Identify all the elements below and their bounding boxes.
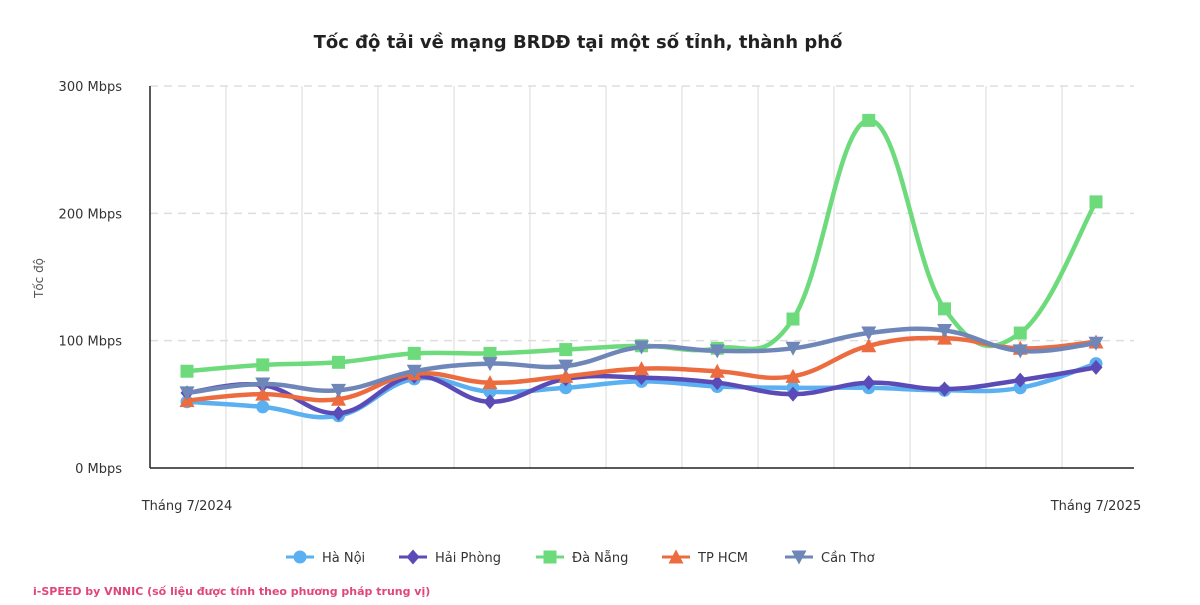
- series-4: [179, 323, 1104, 401]
- source-footnote: i-SPEED by VNNIC (số liệu được tính theo…: [33, 585, 431, 598]
- legend-marker: [293, 550, 307, 564]
- data-point: [1013, 326, 1027, 340]
- legend-marker: [543, 550, 557, 564]
- data-point: [861, 326, 877, 341]
- data-point: [482, 375, 498, 390]
- data-point: [862, 113, 876, 127]
- data-point: [1088, 336, 1104, 351]
- legend-item[interactable]: TP HCM: [662, 549, 748, 567]
- legend-item[interactable]: Hải Phòng: [399, 549, 501, 567]
- grid: [150, 85, 1134, 468]
- data-point: [862, 375, 876, 391]
- data-point: [255, 386, 271, 401]
- data-point: [937, 323, 952, 338]
- legend-label: Cần Thơ: [821, 551, 875, 566]
- data-point: [785, 368, 801, 383]
- data-point: [1013, 372, 1027, 388]
- data-point: [180, 364, 194, 378]
- x-tick-label: Tháng 7/2024: [141, 499, 233, 514]
- legend-marker: [791, 550, 807, 565]
- data-point: [709, 344, 725, 359]
- data-point: [331, 383, 346, 398]
- legend: Hà Nội Hải Phòng Đà Nẵng TP HCM Cần Thơ: [286, 549, 875, 567]
- legend-label: Hà Nội: [322, 551, 365, 566]
- data-point: [331, 391, 346, 406]
- data-point: [255, 377, 271, 392]
- legend-marker: [406, 549, 420, 565]
- data-point: [1089, 195, 1103, 209]
- data-point: [861, 338, 877, 353]
- data-point: [407, 346, 421, 360]
- legend-item[interactable]: Hà Nội: [286, 550, 365, 567]
- data-point: [558, 359, 574, 374]
- data-point: [1013, 381, 1027, 395]
- data-point: [559, 343, 573, 357]
- data-point: [1089, 359, 1103, 375]
- legend-label: TP HCM: [697, 551, 748, 566]
- data-point: [938, 381, 951, 397]
- chart-title: Tốc độ tải về mạng BRDĐ tại một số tỉnh,…: [314, 32, 843, 53]
- data-point: [786, 312, 800, 326]
- data-point: [634, 361, 649, 376]
- data-point: [482, 357, 498, 372]
- x-tick-label: Tháng 7/2025: [1050, 499, 1142, 514]
- legend-label: Đà Nẵng: [572, 551, 628, 566]
- data-point: [1012, 344, 1028, 359]
- legend-item[interactable]: Đà Nẵng: [536, 550, 628, 567]
- y-tick-label: 200 Mbps: [59, 207, 123, 222]
- y-axis-title: Tốc độ: [32, 258, 46, 299]
- legend-item[interactable]: Cần Thơ: [785, 550, 875, 567]
- data-point: [483, 346, 497, 360]
- data-point: [179, 386, 195, 401]
- y-tick-label: 300 Mbps: [59, 80, 123, 95]
- data-point: [634, 340, 649, 355]
- data-point: [558, 368, 574, 383]
- data-point: [256, 358, 270, 372]
- data-point: [559, 381, 573, 395]
- data-point: [785, 341, 801, 356]
- axes: 0 Mbps 100 Mbps 200 Mbps 300 Mbps Tháng 7/20…: [59, 80, 1142, 514]
- data-point: [938, 302, 951, 316]
- y-tick-label: 0 Mbps: [75, 462, 122, 477]
- data-point: [406, 364, 422, 379]
- data-point: [256, 400, 270, 414]
- series-layer: [179, 113, 1104, 423]
- data-point: [786, 386, 800, 402]
- y-tick-label: 100 Mbps: [59, 335, 123, 350]
- data-point: [483, 394, 497, 410]
- data-point: [332, 405, 345, 421]
- legend-label: Hải Phòng: [435, 551, 501, 566]
- data-point: [332, 355, 345, 369]
- data-point: [710, 375, 724, 391]
- legend-marker: [668, 549, 684, 564]
- data-point: [709, 363, 725, 378]
